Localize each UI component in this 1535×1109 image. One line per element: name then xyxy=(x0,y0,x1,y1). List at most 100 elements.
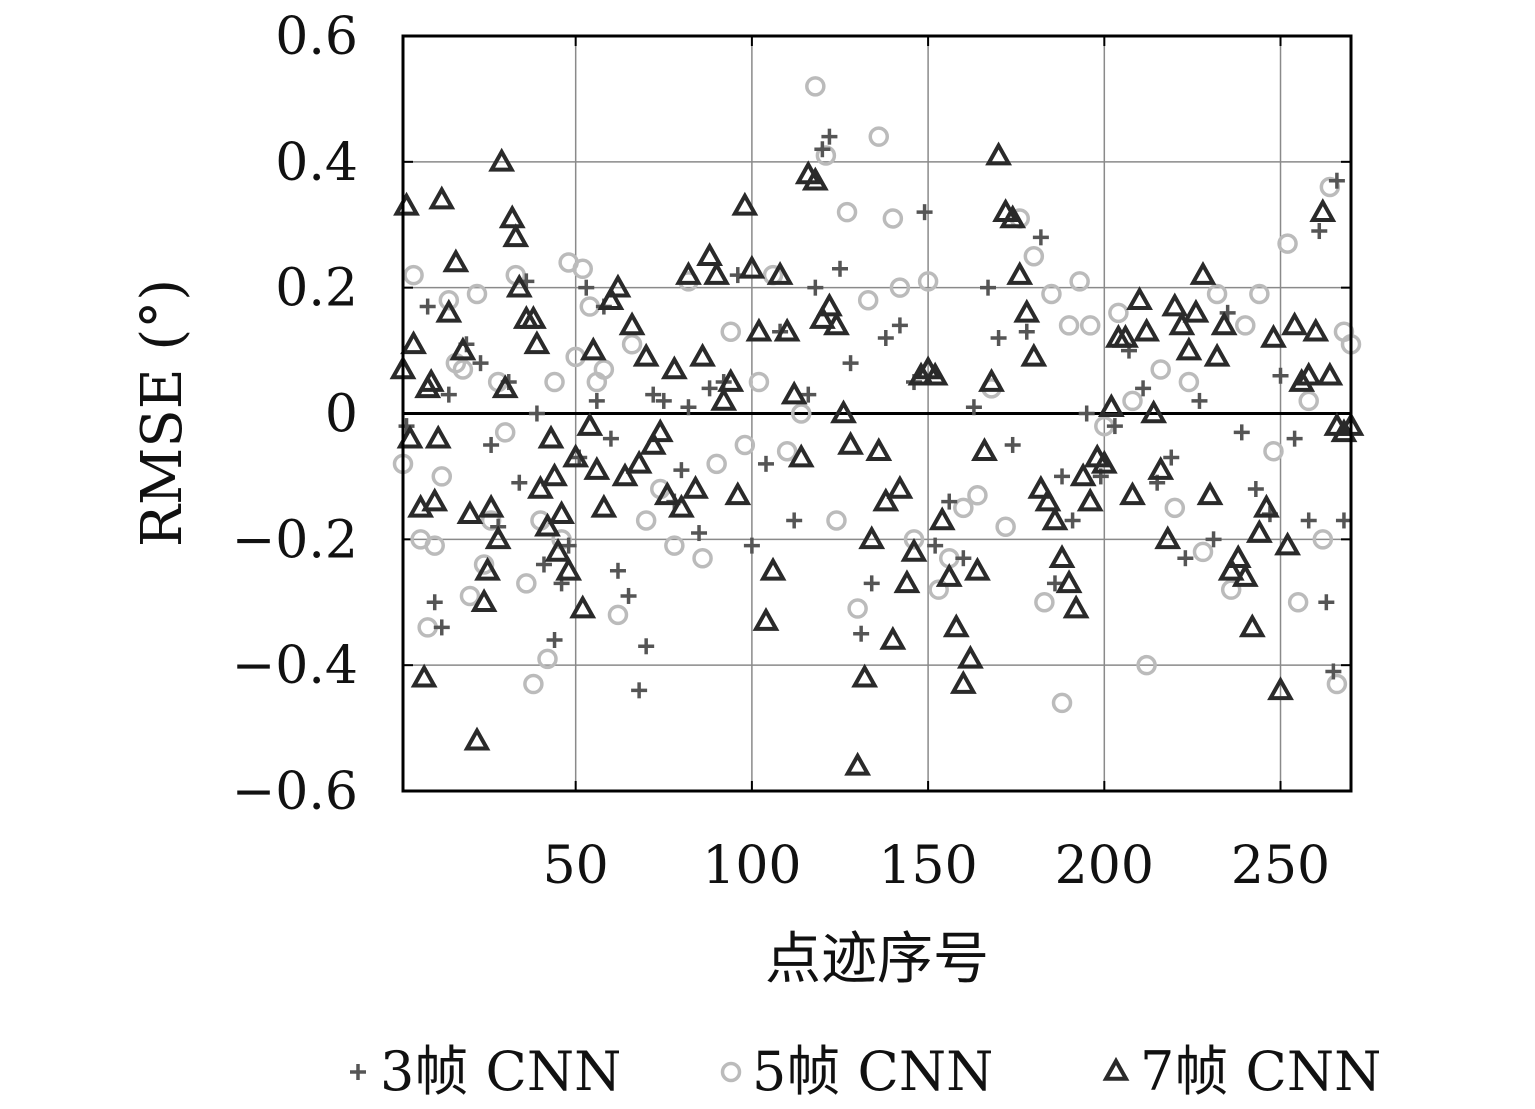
marker-7frame-cnn xyxy=(1076,487,1104,512)
marker-3frame-cnn xyxy=(1318,594,1335,611)
marker-7frame-cnn xyxy=(639,430,667,455)
legend-plus-icon xyxy=(350,1064,366,1080)
marker-7frame-cnn xyxy=(971,437,998,462)
marker-7frame-cnn xyxy=(1253,493,1280,518)
marker-3frame-cnn xyxy=(821,128,838,145)
marker-7frame-cnn xyxy=(1027,474,1055,499)
marker-7frame-cnn xyxy=(738,254,766,279)
marker-7frame-cnn xyxy=(773,317,801,342)
marker-7frame-cnn xyxy=(632,342,660,367)
marker-5frame-cnn xyxy=(1192,541,1214,563)
legend: 3帧 CNN 5帧 CNN 7帧 CNN xyxy=(350,1040,1381,1103)
marker-5frame-cnn xyxy=(523,673,544,695)
marker-7frame-cnn xyxy=(921,361,949,386)
series-7frame-cnn xyxy=(389,141,1365,776)
marker-5frame-cnn xyxy=(403,264,424,286)
marker-3frame-cnn xyxy=(1328,172,1345,189)
marker-5frame-cnn xyxy=(1108,302,1129,324)
marker-7frame-cnn xyxy=(935,562,963,587)
marker-7frame-cnn xyxy=(604,273,632,298)
marker-7frame-cnn xyxy=(1238,613,1266,638)
marker-5frame-cnn xyxy=(417,617,438,638)
marker-3frame-cnn xyxy=(891,317,908,334)
marker-7frame-cnn xyxy=(1217,556,1245,581)
marker-5frame-cnn xyxy=(664,535,685,556)
marker-7frame-cnn xyxy=(548,500,576,524)
marker-7frame-cnn xyxy=(942,613,970,638)
marker-7frame-cnn xyxy=(703,261,731,285)
marker-7frame-cnn xyxy=(1133,317,1161,342)
marker-7frame-cnn xyxy=(865,437,893,462)
marker-7frame-cnn xyxy=(424,424,452,449)
marker-7frame-cnn xyxy=(1182,298,1210,323)
legend-marker xyxy=(350,1064,366,1080)
marker-5frame-cnn xyxy=(579,296,601,317)
marker-7frame-cnn xyxy=(523,330,551,355)
marker-7frame-cnn xyxy=(502,223,530,248)
marker-5frame-cnn xyxy=(706,453,727,475)
marker-5frame-cnn xyxy=(494,422,516,443)
marker-3frame-cnn xyxy=(1046,575,1063,592)
marker-3frame-cnn xyxy=(1205,531,1222,548)
y-axis-title: RMSE (°) xyxy=(130,279,195,547)
marker-7frame-cnn xyxy=(985,141,1013,166)
marker-7frame-cnn xyxy=(625,449,653,474)
marker-5frame-cnn xyxy=(868,126,890,147)
marker-5frame-cnn xyxy=(1235,315,1256,336)
marker-7frame-cnn xyxy=(488,147,516,172)
marker-7frame-cnn xyxy=(1309,198,1337,222)
marker-7frame-cnn xyxy=(816,292,843,317)
marker-3frame-cnn xyxy=(535,556,552,573)
x-tick-label: 50 xyxy=(543,836,609,896)
marker-7frame-cnn xyxy=(907,361,935,386)
marker-3frame-cnn xyxy=(645,386,662,403)
marker-3frame-cnn xyxy=(546,632,563,648)
marker-7frame-cnn xyxy=(667,493,695,518)
data-markers xyxy=(389,76,1365,776)
marker-3frame-cnn xyxy=(980,279,997,296)
marker-3frame-cnn xyxy=(1106,418,1123,435)
marker-7frame-cnn xyxy=(1069,462,1097,487)
marker-7frame-cnn xyxy=(675,261,702,285)
marker-3frame-cnn xyxy=(842,355,859,372)
marker-3frame-cnn xyxy=(1272,367,1289,384)
marker-7frame-cnn xyxy=(646,418,674,443)
marker-7frame-cnn xyxy=(1316,361,1344,386)
marker-7frame-cnn xyxy=(393,191,420,216)
marker-5frame-cnn xyxy=(1312,529,1334,550)
marker-7frame-cnn xyxy=(1147,456,1175,480)
marker-7frame-cnn xyxy=(505,273,533,298)
marker-3frame-cnn xyxy=(1032,229,1049,246)
marker-7frame-cnn xyxy=(1302,317,1330,342)
marker-5frame-cnn xyxy=(1079,315,1101,336)
marker-7frame-cnn xyxy=(1048,544,1076,569)
marker-5frame-cnn xyxy=(1051,692,1073,714)
marker-5frame-cnn xyxy=(953,497,974,519)
marker-5frame-cnn xyxy=(424,535,445,556)
marker-7frame-cnn xyxy=(752,607,780,631)
marker-7frame-cnn xyxy=(956,644,984,669)
marker-5frame-cnn xyxy=(1277,233,1298,254)
marker-7frame-cnn xyxy=(474,556,501,581)
marker-7frame-cnn xyxy=(759,556,787,581)
marker-5frame-cnn xyxy=(1220,579,1242,600)
marker-7frame-cnn xyxy=(653,481,681,506)
marker-7frame-cnn xyxy=(583,456,611,480)
marker-7frame-cnn xyxy=(597,286,625,311)
marker-5frame-cnn xyxy=(748,371,770,393)
marker-7frame-cnn xyxy=(498,204,526,229)
marker-3frame-cnn xyxy=(673,462,690,479)
x-tick-labels: 50 100 150 200 250 xyxy=(543,836,1331,896)
marker-3frame-cnn xyxy=(655,392,672,409)
marker-5frame-cnn xyxy=(1206,283,1228,305)
marker-7frame-cnn xyxy=(928,506,956,531)
marker-3frame-cnn xyxy=(1247,481,1264,497)
marker-5frame-cnn xyxy=(1178,371,1200,393)
marker-3frame-cnn xyxy=(578,279,595,296)
marker-7frame-cnn xyxy=(569,594,597,619)
x-tick-label: 150 xyxy=(878,836,977,896)
marker-7frame-cnn xyxy=(463,726,491,751)
marker-7frame-cnn xyxy=(1161,292,1189,317)
marker-5frame-cnn xyxy=(635,510,657,531)
